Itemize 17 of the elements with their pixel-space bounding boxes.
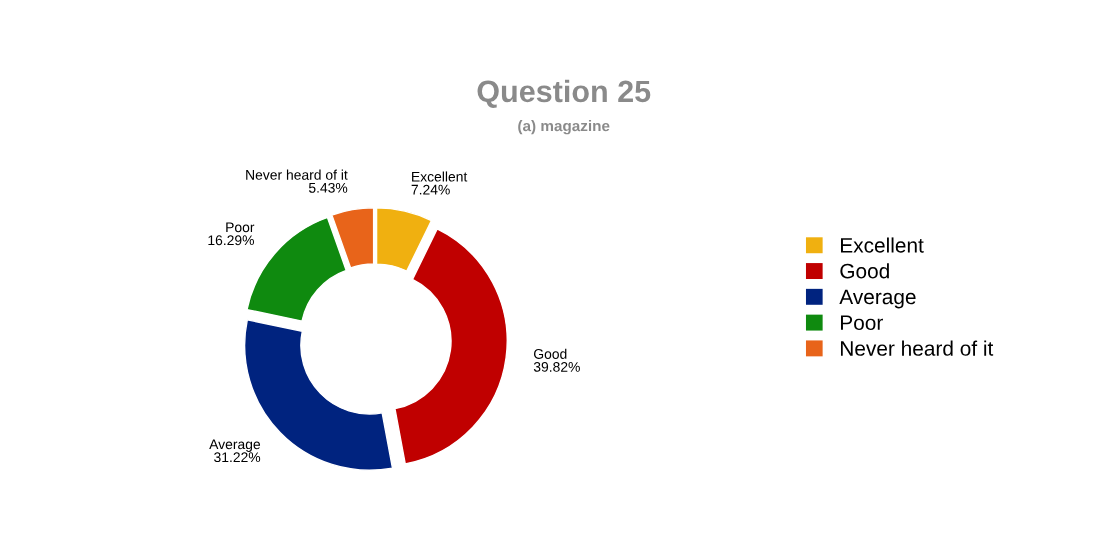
legend-label: Never heard of it (841, 340, 994, 356)
slice-label: Never heard of it (246, 169, 348, 180)
data-label: 39.82% (533, 361, 580, 372)
slice-label: Excellent (412, 171, 468, 182)
chart-subtitle: (a) magazine (518, 120, 610, 135)
data-label: 16.29% (208, 235, 254, 246)
chart-title: Question 25 (477, 79, 651, 108)
slice-label: Average (209, 439, 261, 452)
slice-label: Good (534, 348, 567, 359)
data-label: 7.24% (411, 184, 450, 195)
legend-label: Excellent (841, 237, 924, 253)
data-label: 31.22% (214, 452, 261, 463)
legend-label: Poor (841, 315, 883, 331)
data-label: 5.43% (308, 182, 348, 193)
legend-label: Average (839, 289, 916, 309)
slice-label: Poor (226, 222, 255, 233)
legend-label: Good (840, 263, 889, 279)
